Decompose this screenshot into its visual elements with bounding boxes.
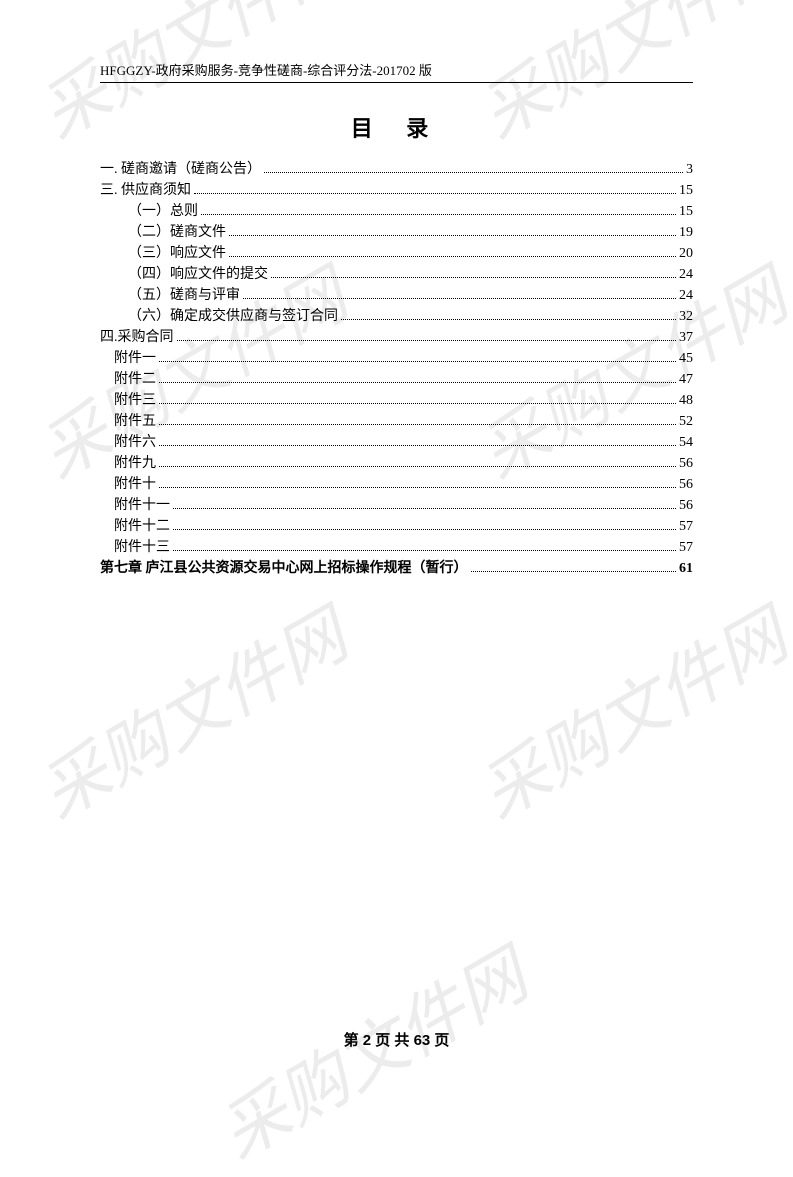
toc-entry: （一）总则 15 (100, 201, 693, 222)
toc-page-number: 3 (686, 159, 693, 180)
toc-label: 四.采购合同 (100, 327, 174, 348)
toc-page-number: 15 (679, 180, 693, 201)
toc-entry: 附件十三 57 (100, 537, 693, 558)
toc-page-number: 57 (679, 516, 693, 537)
toc-label: 附件十二 (114, 516, 170, 537)
toc-entry: 附件六 54 (100, 432, 693, 453)
toc-leader-dots (159, 361, 676, 362)
toc-leader-dots (229, 256, 676, 257)
toc-page-number: 15 (679, 201, 693, 222)
toc-entry: （五）磋商与评审 24 (100, 285, 693, 306)
toc-entry: （三）响应文件 20 (100, 243, 693, 264)
toc-page-number: 24 (679, 264, 693, 285)
toc-leader-dots (341, 319, 676, 320)
toc-page-number: 20 (679, 243, 693, 264)
toc-page-number: 24 (679, 285, 693, 306)
toc-leader-dots (159, 403, 676, 404)
toc-page-number: 56 (679, 495, 693, 516)
toc-entry: 附件一 45 (100, 348, 693, 369)
toc-label: 附件六 (114, 432, 156, 453)
toc-label: （四）响应文件的提交 (128, 264, 268, 285)
page-footer: 第 2 页 共 63 页 (0, 1029, 793, 1050)
toc-entry: 四.采购合同 37 (100, 327, 693, 348)
document-header: HFGGZY-政府采购服务-竞争性磋商-综合评分法-201702 版 (100, 60, 693, 83)
toc-page-number: 19 (679, 222, 693, 243)
toc-leader-dots (271, 277, 676, 278)
toc-page-number: 45 (679, 348, 693, 369)
toc-leader-dots (264, 172, 683, 173)
watermark: 采购文件网 (458, 582, 793, 838)
toc-leader-dots (471, 571, 677, 572)
toc-page-number: 47 (679, 369, 693, 390)
toc-entry: 附件二 47 (100, 369, 693, 390)
toc-leader-dots (159, 466, 676, 467)
toc-page-number: 48 (679, 390, 693, 411)
toc-leader-dots (173, 529, 676, 530)
toc-label: 附件十三 (114, 537, 170, 558)
toc-page-number: 61 (679, 558, 693, 579)
toc-page-number: 57 (679, 537, 693, 558)
toc-label: 附件五 (114, 411, 156, 432)
toc-entry: （二）磋商文件 19 (100, 222, 693, 243)
toc-entry: （四）响应文件的提交 24 (100, 264, 693, 285)
toc-entry: 附件九 56 (100, 453, 693, 474)
toc-entry: 一. 磋商邀请（磋商公告） 3 (100, 159, 693, 180)
toc-label: （六）确定成交供应商与签订合同 (128, 306, 338, 327)
toc-label: 三. 供应商须知 (100, 180, 191, 201)
toc-page-number: 56 (679, 453, 693, 474)
toc-label: 附件十 (114, 474, 156, 495)
toc-leader-dots (159, 382, 676, 383)
toc-leader-dots (243, 298, 676, 299)
toc-label: （三）响应文件 (128, 243, 226, 264)
watermark: 采购文件网 (18, 582, 362, 838)
toc-page-number: 54 (679, 432, 693, 453)
toc-entry: 附件十一 56 (100, 495, 693, 516)
toc-label: 附件九 (114, 453, 156, 474)
toc-leader-dots (194, 193, 676, 194)
toc-entry: 三. 供应商须知 15 (100, 180, 693, 201)
toc-title: 目 录 (100, 111, 693, 143)
toc-leader-dots (159, 487, 676, 488)
toc-leader-dots (177, 340, 677, 341)
toc-leader-dots (201, 214, 676, 215)
toc-label: 附件二 (114, 369, 156, 390)
toc-leader-dots (159, 445, 676, 446)
toc-entry: 附件十 56 (100, 474, 693, 495)
toc-page-number: 37 (679, 327, 693, 348)
toc-label: （五）磋商与评审 (128, 285, 240, 306)
toc-page-number: 56 (679, 474, 693, 495)
toc-leader-dots (229, 235, 676, 236)
toc-page-number: 52 (679, 411, 693, 432)
toc-label: 附件一 (114, 348, 156, 369)
toc-entry: 附件三 48 (100, 390, 693, 411)
toc-label: （一）总则 (128, 201, 198, 222)
toc-entry: 第七章 庐江县公共资源交易中心网上招标操作规程（暂行） 61 (100, 558, 693, 579)
toc-leader-dots (173, 508, 676, 509)
toc-entry: 附件五 52 (100, 411, 693, 432)
toc-label: 附件三 (114, 390, 156, 411)
toc-label: （二）磋商文件 (128, 222, 226, 243)
toc-page-number: 32 (679, 306, 693, 327)
toc-list: 一. 磋商邀请（磋商公告） 3 三. 供应商须知 15 （一）总则 15 （二）磋商文件 19… (100, 159, 693, 579)
toc-entry: （六）确定成交供应商与签订合同 32 (100, 306, 693, 327)
toc-leader-dots (173, 550, 676, 551)
toc-entry: 附件十二 57 (100, 516, 693, 537)
toc-label: 一. 磋商邀请（磋商公告） (100, 159, 261, 180)
toc-label: 附件十一 (114, 495, 170, 516)
toc-leader-dots (159, 424, 676, 425)
toc-label: 第七章 庐江县公共资源交易中心网上招标操作规程（暂行） (100, 558, 468, 579)
